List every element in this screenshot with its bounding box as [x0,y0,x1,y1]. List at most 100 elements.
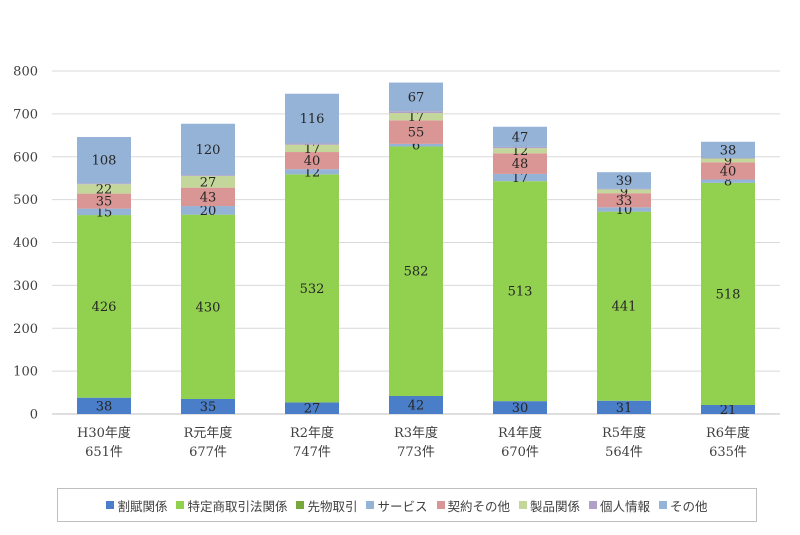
bar-segment-1-5 [493,401,547,414]
bar-segment-5-6 [597,193,651,208]
data-label-2-1: 426 [92,300,117,315]
bar-segment-4-4 [389,143,443,147]
bar-segment-8-4 [389,82,443,112]
data-label-5-2: 43 [200,190,217,205]
bar-segment-6-2 [181,176,235,188]
data-label-8-1: 108 [92,154,117,169]
data-label-1-2: 35 [200,400,217,415]
bar-segment-2-5 [493,181,547,402]
legend-label-2: 特定商取引法関係 [187,498,288,514]
data-label-6-4: 17 [408,110,425,125]
data-label-4-4: 6 [412,139,420,154]
bar-segment-6-3 [285,144,339,153]
data-label-5-7: 40 [720,164,737,179]
data-label-6-7: 9 [724,154,732,169]
bar-segment-1-4 [389,395,443,414]
x-tick-label-5: R4年度 [498,425,542,441]
data-label-6-3: 17 [304,142,321,157]
data-label-1-7: 21 [720,403,737,418]
bar-segment-2-4 [389,146,443,396]
y-tick-label-600: 600 [13,150,38,165]
bar-segment-5-1 [77,193,131,209]
bar-segment-2-6 [597,211,651,401]
bar-segment-7-1 [77,183,131,185]
data-label-1-6: 31 [616,401,633,416]
bar-segment-5-7 [701,162,755,180]
stacked-bar-chart: 010020030040050060070080038426153522108H… [13,65,780,460]
legend-swatch-7 [589,501,598,509]
data-label-8-5: 47 [512,130,529,145]
x-tick-total-3: 747件 [293,445,331,460]
data-label-2-7: 518 [716,287,741,302]
x-tick-label-1: H30年度 [77,425,131,441]
bar-segment-6-7 [701,158,755,163]
legend-label-3: 先物取引 [307,498,358,514]
bar-segment-6-1 [77,184,131,194]
y-tick-label-100: 100 [13,365,38,380]
legend-label-7: 個人情報 [600,498,651,514]
x-tick-total-1: 651件 [85,445,123,460]
legend-item-8: その他 [659,496,708,515]
legend-swatch-8 [659,501,668,509]
legend-label-4: サービス [377,498,428,514]
bar-segment-6-5 [493,148,547,154]
data-label-8-6: 39 [616,174,633,189]
legend-swatch-5 [436,501,445,509]
data-label-2-3: 532 [300,282,325,297]
bar-segment-1-6 [597,400,651,414]
bar-segment-5-4 [389,120,443,144]
bar-segment-8-5 [493,126,547,147]
bar-segment-4-3 [285,169,339,175]
data-label-1-4: 42 [408,398,425,413]
data-label-4-1: 15 [96,205,113,220]
legend-item-4: サービス [366,496,428,515]
bar-segment-6-6 [597,189,651,194]
y-tick-label-800: 800 [13,65,38,80]
y-tick-label-300: 300 [13,279,38,294]
x-tick-label-3: R2年度 [290,425,334,441]
data-label-5-1: 35 [96,195,113,210]
bar-segment-7-2 [181,175,235,177]
bar-segment-7-4 [389,111,443,114]
data-label-4-5: 17 [512,171,529,186]
bar-segment-5-3 [285,152,339,170]
legend-swatch-3 [296,501,305,509]
data-label-4-2: 20 [200,204,217,219]
legend-swatch-6 [519,501,528,509]
bar-segment-8-2 [181,123,235,176]
legend-item-5: 契約その他 [436,496,510,515]
data-label-1-1: 38 [96,399,113,414]
bar-segment-4-1 [77,208,131,216]
legend-swatch-2 [176,501,185,509]
bar-segment-1-3 [285,402,339,414]
data-label-8-7: 38 [720,143,737,158]
data-label-1-5: 30 [512,401,529,416]
bar-segment-4-5 [493,173,547,182]
data-label-5-3: 40 [304,154,321,169]
x-tick-total-6: 564件 [605,445,643,460]
legend-label-6: 製品関係 [530,498,581,514]
data-label-5-5: 48 [512,157,529,172]
data-label-8-2: 120 [196,143,221,158]
data-label-5-6: 33 [616,194,633,209]
legend-item-2: 特定商取引法関係 [176,496,287,515]
bar-segment-8-3 [285,93,339,144]
bar-segment-4-2 [181,206,235,215]
bar-segment-1-7 [701,404,755,414]
data-label-1-3: 27 [304,402,321,417]
bar-segment-8-7 [701,141,755,159]
data-label-2-5: 513 [508,285,533,300]
bar-segment-5-5 [493,153,547,174]
x-tick-total-4: 773件 [397,445,435,460]
x-tick-label-7: R6年度 [706,425,750,441]
x-tick-total-2: 677件 [189,445,227,460]
y-tick-label-400: 400 [13,236,38,251]
y-tick-label-200: 200 [13,322,38,337]
data-label-2-4: 582 [404,265,429,280]
y-tick-label-0: 0 [30,408,38,423]
legend-item-3: 先物取引 [296,496,357,515]
x-tick-label-4: R3年度 [394,425,438,441]
y-tick-label-700: 700 [13,107,38,122]
bar-segment-6-4 [389,113,443,121]
bar-segment-7-6 [597,188,651,190]
